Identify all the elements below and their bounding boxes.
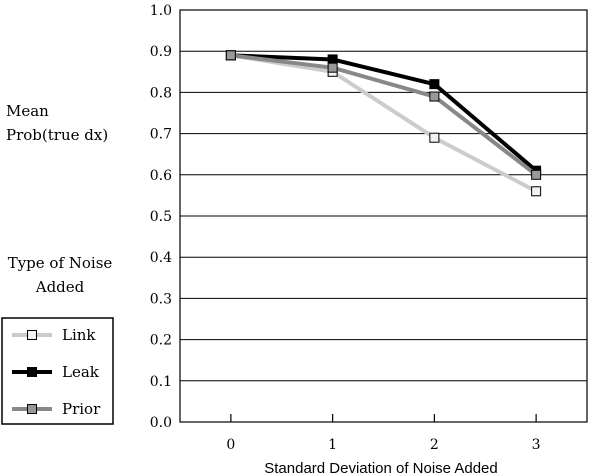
data-point-link	[531, 186, 542, 197]
plot-frame	[179, 9, 588, 423]
series-line-prior	[230, 53, 538, 177]
y-tick-label: 0.6	[150, 168, 172, 184]
x-tick-label: 0	[226, 437, 235, 453]
x-tick-label: 1	[328, 437, 337, 453]
legend-label-leak: Leak	[62, 363, 100, 381]
axes: 0.0 0.1 0.2 0.3 0.4 0.5 0.6 0.7 0.8 0.9 1.0 0 1 2 3	[150, 3, 541, 453]
series-group	[225, 50, 542, 197]
data-point-leak	[429, 79, 440, 90]
y-tick-label: 0.1	[150, 374, 172, 390]
y-axis-label-line2: Prob(true dx)	[6, 126, 108, 144]
legend-label-prior: Prior	[62, 400, 101, 418]
y-tick-label: 0.8	[150, 85, 172, 101]
legend-marker-link	[27, 330, 37, 340]
grid-lines	[180, 50, 587, 382]
x-axis-label: Standard Deviation of Noise Added	[264, 460, 498, 476]
legend-box	[1, 317, 114, 425]
data-point-leak	[327, 54, 338, 65]
legend-title-line2: Added	[35, 278, 85, 296]
data-point-prior	[327, 62, 338, 73]
y-tick-label: 0.9	[150, 44, 172, 60]
legend-label-link: Link	[62, 326, 96, 344]
data-point-prior	[429, 91, 440, 102]
y-tick-label: 0.0	[150, 415, 172, 431]
y-tick-label: 1.0	[150, 3, 172, 19]
y-tick-label: 0.3	[150, 291, 172, 307]
data-point-prior	[225, 50, 236, 61]
data-point-link	[429, 132, 440, 143]
y-axis-label-line1: Mean	[6, 102, 49, 120]
x-tick-label: 3	[532, 437, 541, 453]
legend-title-line1: Type of Noise	[8, 254, 113, 272]
y-tick-label: 0.4	[150, 250, 172, 266]
series-line-leak	[230, 53, 538, 173]
legend-marker-leak	[27, 367, 37, 377]
y-tick-label: 0.5	[150, 209, 172, 225]
y-tick-label: 0.7	[150, 127, 172, 143]
y-tick-label: 0.2	[150, 333, 172, 349]
series-line-link	[230, 53, 538, 194]
x-tick-label: 2	[430, 437, 439, 453]
legend: Link Leak Prior	[1, 317, 114, 425]
data-point-prior	[531, 169, 542, 180]
legend-marker-prior	[27, 404, 37, 414]
